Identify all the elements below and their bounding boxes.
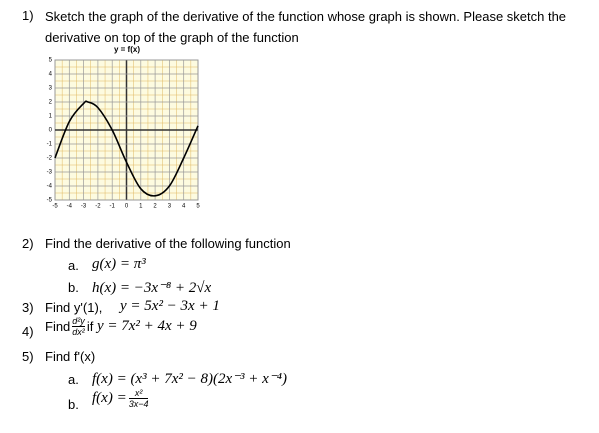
denominator: dx² <box>72 327 85 337</box>
x-tick-label: 4 <box>182 204 186 210</box>
x-tick-label: 5 <box>196 204 200 210</box>
q-line: f(x) = x² 3x−4 <box>92 388 150 409</box>
y-tick-label: -1 <box>47 142 53 148</box>
y-tick-label: 1 <box>49 114 53 120</box>
q-text: Find the derivative of the following fun… <box>45 236 291 251</box>
math: y = 7x² + 4x + 9 <box>96 318 197 334</box>
part-label: a. <box>68 258 79 273</box>
x-tick-label: -4 <box>67 204 73 210</box>
numerator: d²y <box>72 316 85 327</box>
x-tick-label: 2 <box>153 204 157 210</box>
graph-title: y = f(x) <box>114 45 140 54</box>
x-tick-label: -3 <box>81 204 87 210</box>
q-number: 1) <box>22 8 34 23</box>
y-tick-label: 4 <box>49 72 53 78</box>
part-label: b. <box>68 397 79 412</box>
y-tick-label: 2 <box>49 100 53 106</box>
q-text: Find f'(x) <box>45 349 96 364</box>
y-tick-label: -5 <box>47 198 53 204</box>
y-tick-label: 0 <box>49 128 53 134</box>
q-number: 3) <box>22 300 34 315</box>
x-tick-label: -5 <box>52 204 58 210</box>
denominator: 3x−4 <box>128 399 149 409</box>
y-tick-label: -3 <box>47 170 53 176</box>
part-label: a. <box>68 372 79 387</box>
x-tick-label: -1 <box>110 204 116 210</box>
part-label: b. <box>68 280 79 295</box>
q-text: if <box>86 319 94 334</box>
x-tick-label: -2 <box>95 204 101 210</box>
q-line: Find d²y dx² if y = 7x² + 4x + 9 <box>45 316 197 337</box>
y-tick-label: 3 <box>49 86 53 92</box>
math: h(x) = −3x⁻⁸ + 2√x <box>92 280 212 296</box>
y-tick-label: -2 <box>47 156 53 162</box>
y-tick-label: 5 <box>49 58 53 64</box>
q-number: 5) <box>22 349 34 364</box>
math: f(x) = <box>92 390 127 406</box>
x-tick-label: 1 <box>139 204 143 210</box>
q-number: 2) <box>22 236 34 251</box>
math: g(x) = π³ <box>92 256 146 272</box>
math: y = 5x² − 3x + 1 <box>120 298 220 314</box>
function-curve <box>54 100 199 197</box>
fraction: x² 3x−4 <box>128 388 149 409</box>
q-text: Sketch the graph of the derivative of th… <box>45 9 567 45</box>
numerator: x² <box>128 388 149 399</box>
math: f(x) = (x³ + 7x² − 8)(2x⁻³ + x⁻⁴) <box>92 371 287 387</box>
q-number: 4) <box>22 324 34 339</box>
x-tick-label: 3 <box>168 204 172 210</box>
x-tick-label: 0 <box>125 204 129 210</box>
graph: y = f(x) -5 -4 -3 -2 -1 0 1 2 3 4 5 5 4 3 2 1 0 -1 -2 -3 -4 -… <box>47 45 201 210</box>
y-tick-label: -4 <box>47 184 53 190</box>
fraction: d²y dx² <box>72 316 85 337</box>
q-text: Find <box>45 319 71 334</box>
q-text: Find y'(1), <box>45 300 103 315</box>
